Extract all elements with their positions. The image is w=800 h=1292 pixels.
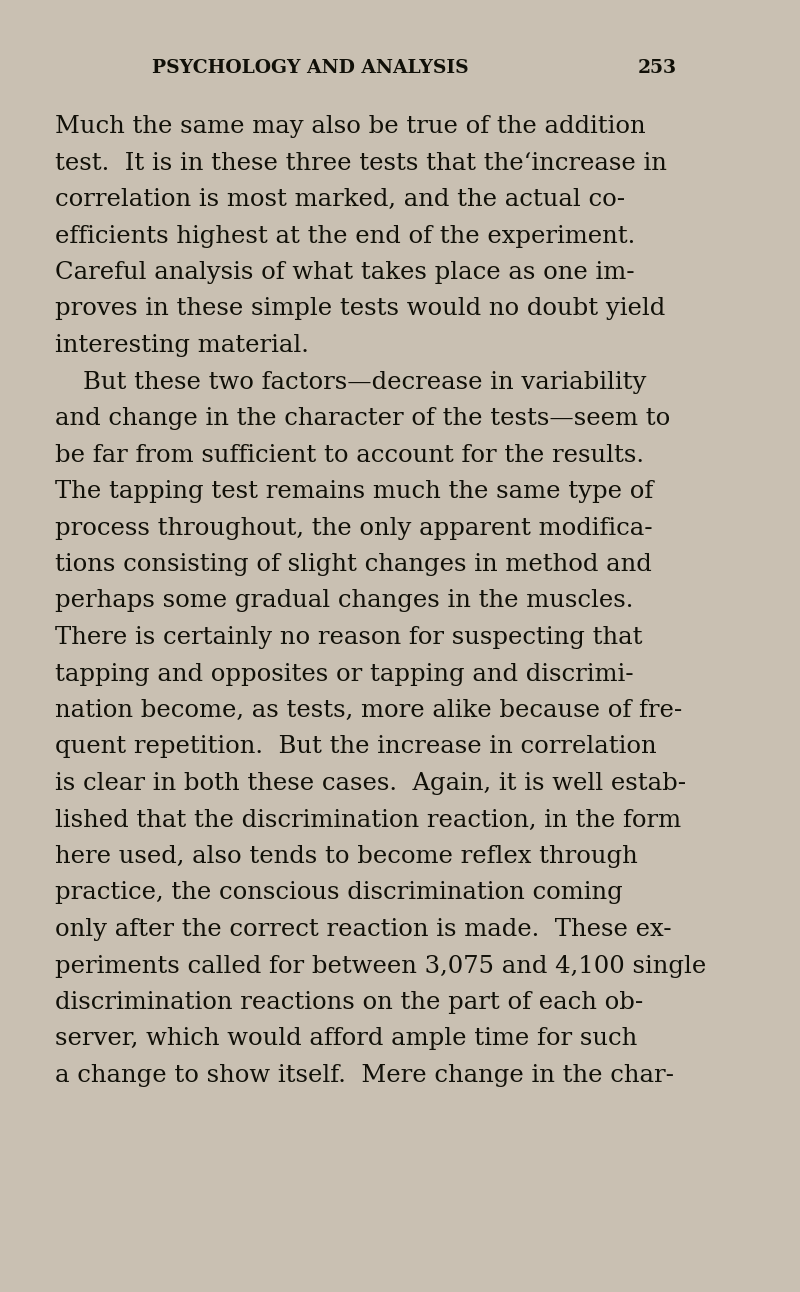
Text: Careful analysis of what takes place as one im-: Careful analysis of what takes place as … — [55, 261, 634, 284]
Text: is clear in both these cases.  Again, it is well estab-: is clear in both these cases. Again, it … — [55, 773, 686, 795]
Text: only after the correct reaction is made.  These ex-: only after the correct reaction is made.… — [55, 919, 672, 941]
Text: But these two factors—decrease in variability: But these two factors—decrease in variab… — [83, 371, 646, 394]
Text: tions consisting of slight changes in method and: tions consisting of slight changes in me… — [55, 553, 652, 576]
Text: correlation is most marked, and the actual co-: correlation is most marked, and the actu… — [55, 189, 625, 211]
Text: process throughout, the only apparent modifica-: process throughout, the only apparent mo… — [55, 517, 653, 540]
Text: The tapping test remains much the same type of: The tapping test remains much the same t… — [55, 481, 654, 503]
Text: server, which would afford ample time for such: server, which would afford ample time fo… — [55, 1027, 638, 1050]
Text: perhaps some gradual changes in the muscles.: perhaps some gradual changes in the musc… — [55, 589, 634, 612]
Text: interesting material.: interesting material. — [55, 335, 309, 357]
Text: nation become, as tests, more alike because of fre-: nation become, as tests, more alike beca… — [55, 699, 682, 722]
Text: Much the same may also be true of the addition: Much the same may also be true of the ad… — [55, 115, 646, 138]
Text: here used, also tends to become reflex through: here used, also tends to become reflex t… — [55, 845, 638, 868]
Text: efficients highest at the end of the experiment.: efficients highest at the end of the exp… — [55, 225, 635, 248]
Text: practice, the conscious discrimination coming: practice, the conscious discrimination c… — [55, 881, 622, 904]
Text: discrimination reactions on the part of each ob-: discrimination reactions on the part of … — [55, 991, 643, 1014]
Text: PSYCHOLOGY AND ANALYSIS: PSYCHOLOGY AND ANALYSIS — [152, 59, 468, 78]
Text: lished that the discrimination reaction, in the form: lished that the discrimination reaction,… — [55, 809, 681, 832]
Text: and change in the character of the tests—seem to: and change in the character of the tests… — [55, 407, 670, 430]
Text: tapping and opposites or tapping and discrimi-: tapping and opposites or tapping and dis… — [55, 663, 634, 686]
Text: a change to show itself.  Mere change in the char-: a change to show itself. Mere change in … — [55, 1065, 674, 1087]
Text: quent repetition.  But the increase in correlation: quent repetition. But the increase in co… — [55, 735, 657, 758]
Text: There is certainly no reason for suspecting that: There is certainly no reason for suspect… — [55, 627, 642, 649]
Text: proves in these simple tests would no doubt yield: proves in these simple tests would no do… — [55, 297, 666, 320]
Text: be far from sufficient to account for the results.: be far from sufficient to account for th… — [55, 443, 644, 466]
Text: 253: 253 — [638, 59, 677, 78]
Text: periments called for between 3,075 and 4,100 single: periments called for between 3,075 and 4… — [55, 955, 706, 978]
Text: test.  It is in these three tests that the‘increase in: test. It is in these three tests that th… — [55, 151, 667, 174]
